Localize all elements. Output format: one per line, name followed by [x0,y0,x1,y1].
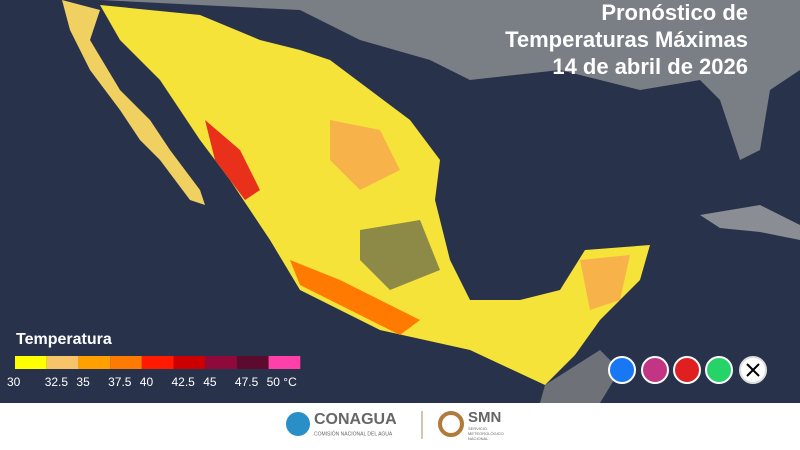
mexico-mainland [100,5,650,385]
legend-label: 30 [7,375,21,389]
baja-california [62,0,205,205]
cuba [700,205,800,240]
legend-label: 37.5 [108,375,132,389]
warm-region [580,255,630,310]
legend-swatch [78,356,111,369]
legend: 30 32.5 35 37.5 40 42.5 45 47.5 50 °C [7,356,301,389]
x-glyph [746,363,760,377]
cool-region [360,220,440,290]
legend-label: 35 [76,375,90,389]
legend-label: 32.5 [45,375,69,389]
social-icons [608,356,767,384]
title-line: 14 de abril de 2026 [552,54,748,79]
legend-swatch [141,356,174,369]
smn-logo [438,411,464,437]
legend-label: 42.5 [172,375,196,389]
title-line: Pronóstico de [601,0,748,25]
legend-label: 45 [203,375,217,389]
smn-name: SMN [468,409,501,426]
central-america [540,350,620,403]
whatsapp-icon[interactable] [705,356,733,384]
hot-region [290,260,420,335]
usa-land [0,0,800,160]
conagua-subtitle: COMISIÓN NACIONAL DEL AGUA [314,430,393,437]
legend-title: Temperatura [16,331,112,348]
legend-label: 40 [140,375,154,389]
conagua-logo [286,412,310,436]
legend-swatch [205,356,237,369]
title-line: Temperaturas Máximas [505,27,748,52]
conagua-name: CONAGUA [314,411,397,428]
legend-swatch [46,356,79,369]
youtube-icon[interactable] [673,356,701,384]
warm-region [330,120,400,190]
legend-swatch [173,356,206,369]
legend-swatch [236,356,269,369]
hot-region [205,120,260,200]
legend-label: 47.5 [235,375,259,389]
legend-swatch [15,356,47,369]
legend-swatch [110,356,142,369]
instagram-icon[interactable] [641,356,669,384]
smn-subtitle: SERVICIO [468,426,487,431]
facebook-icon[interactable] [608,356,636,384]
legend-label: 50 °C [267,375,297,389]
footer [0,403,800,445]
legend-swatch [268,356,301,369]
smn-subtitle: METEOROLÓGICO [468,431,504,436]
smn-subtitle: NACIONAL [468,436,489,441]
